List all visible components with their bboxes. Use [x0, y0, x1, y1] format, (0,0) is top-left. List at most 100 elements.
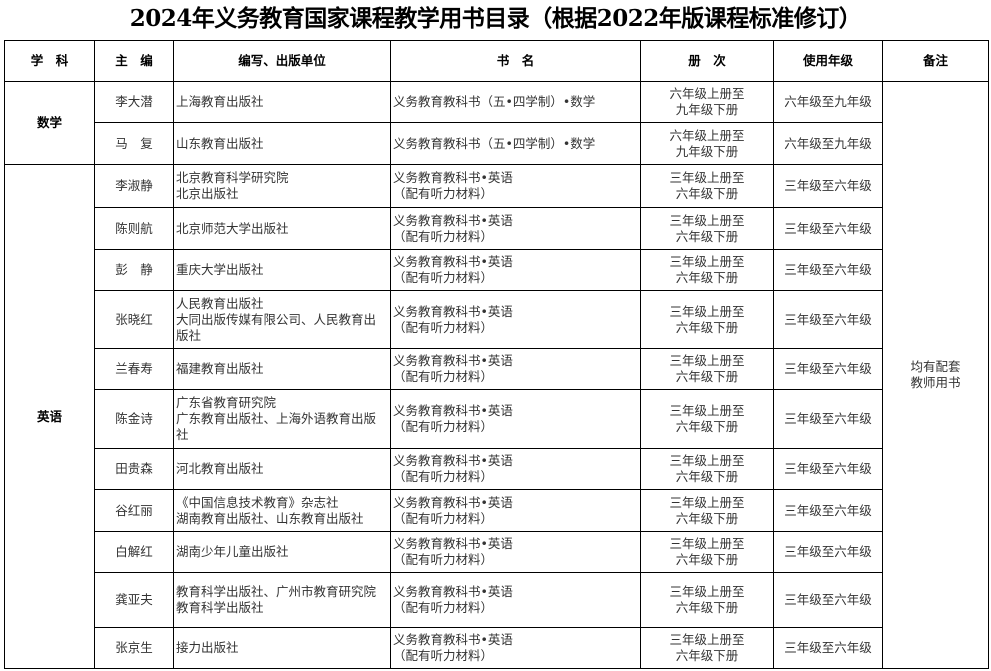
- book-cell-line: （配有听力材料）: [393, 600, 494, 615]
- grade-cell: 三年级至六年级: [773, 627, 883, 669]
- book-cell-line: 义务教育教科书•英语: [393, 494, 513, 510]
- table-row: 张晓红 人民教育出版社 大同出版传媒有限公司、人民教育出版社 义务教育教科书•英语 （配…: [5, 290, 989, 349]
- publisher-cell-line: 教育科学出版社: [176, 600, 264, 615]
- publisher-cell-line: 《中国信息技术教育》杂志社: [176, 494, 339, 510]
- grade-cell-line: 三年级至六年级: [784, 640, 872, 655]
- grade-cell: 三年级至六年级: [773, 164, 883, 208]
- book-cell-line: 义务教育教科书•英语: [393, 632, 513, 647]
- table-row: 陈则航 北京师范大学出版社 义务教育教科书•英语 （配有听力材料） 三年级上册至 六年级下…: [5, 207, 989, 250]
- publisher-cell: 接力出版社: [173, 627, 391, 669]
- volume-cell-line: 六年级下册: [675, 648, 739, 663]
- grade-cell: 三年级至六年级: [773, 290, 883, 349]
- publisher-cell: 教育科学出版社、广州市教育研究院 教育科学出版社: [173, 572, 391, 628]
- publisher-cell: 河北教育出版社: [173, 448, 391, 490]
- book-cell-line: 义务教育教科书•英语: [393, 254, 513, 269]
- book-cell-line: 义务教育教科书•英语: [393, 212, 513, 228]
- table-row: 田贵森 河北教育出版社 义务教育教科书•英语 （配有听力材料） 三年级上册至 六年级下册 三…: [5, 448, 989, 490]
- subject-cell: 数学: [4, 81, 95, 165]
- header-editor: 主 编: [94, 40, 174, 82]
- editor-cell-line: 马 复: [115, 135, 153, 151]
- book-cell-line: 义务教育教科书•英语: [393, 353, 513, 368]
- publisher-cell-line: 北京教育科学研究院: [176, 170, 289, 185]
- book-cell-line: 义务教育教科书•英语: [393, 453, 513, 468]
- editor-cell-line: 田贵森: [115, 461, 153, 476]
- publisher-cell: 北京教育科学研究院 北京出版社: [173, 164, 391, 208]
- grade-cell: 三年级至六年级: [773, 572, 883, 628]
- volume-cell: 三年级上册至 六年级下册: [640, 572, 774, 628]
- book-cell: 义务教育教科书•英语 （配有听力材料）: [390, 389, 641, 449]
- book-cell: 义务教育教科书•英语 （配有听力材料）: [390, 448, 641, 490]
- remark-cell-line: 均有配套: [910, 359, 961, 374]
- publisher-cell: 《中国信息技术教育》杂志社 湖南教育出版社、山东教育出版社: [173, 489, 391, 532]
- publisher-cell-line: 广东教育出版社、上海外语教育出版社: [176, 411, 377, 442]
- book-cell-line: 义务教育教科书•英语: [393, 536, 513, 551]
- table-row: 英语 李淑静 北京教育科学研究院 北京出版社 义务教育教科书•英语 （配有听力材料） 三年级…: [4, 164, 989, 669]
- table-row: 白解红 湖南少年儿童出版社 义务教育教科书•英语 （配有听力材料） 三年级上册至 六年级下…: [5, 531, 989, 573]
- grade-cell-line: 六年级至九年级: [784, 135, 872, 151]
- editor-cell: 陈则航: [94, 207, 174, 250]
- publisher-cell-line: 广东省教育研究院: [176, 395, 277, 410]
- book-cell-line: （配有听力材料）: [393, 419, 494, 434]
- volume-cell: 六年级上册至 九年级下册: [640, 122, 774, 165]
- editor-cell: 张晓红: [94, 290, 174, 349]
- editor-cell-line: 李淑静: [115, 178, 153, 193]
- editor-cell-line: 张京生: [115, 640, 153, 655]
- volume-cell-line: 六年级下册: [675, 419, 739, 434]
- textbook-table: 学 科主 编编写、出版单位书 名册 次使用年级 备注 数学 李大潜 上海教育出版社 义务…: [4, 40, 989, 669]
- book-cell: 义务教育教科书•英语 （配有听力材料）: [390, 249, 641, 291]
- volume-cell: 三年级上册至 六年级下册: [640, 627, 774, 669]
- editor-cell: 田贵森: [94, 448, 174, 490]
- publisher-cell-line: 教育科学出版社、广州市教育研究院: [176, 584, 377, 599]
- subject-cell-line: 英语: [36, 408, 62, 424]
- publisher-cell: 广东省教育研究院 广东教育出版社、上海外语教育出版社: [173, 389, 391, 449]
- book-cell: 义务教育教科书•英语 （配有听力材料）: [390, 207, 641, 250]
- volume-cell-line: 三年级上册至: [669, 403, 745, 418]
- volume-cell: 六年级上册至 九年级下册: [640, 81, 774, 123]
- editor-cell-line: 李大潜: [115, 94, 153, 109]
- book-cell-line: （配有听力材料）: [393, 469, 494, 484]
- editor-cell: 白解红: [94, 531, 174, 573]
- book-cell: 义务教育教科书•英语 （配有听力材料）: [390, 489, 641, 532]
- editor-cell: 彭 静: [94, 249, 174, 291]
- publisher-cell-line: 河北教育出版社: [176, 461, 264, 476]
- table-row: 张京生 接力出版社 义务教育教科书•英语 （配有听力材料） 三年级上册至 六年级下册 三年级…: [5, 627, 989, 669]
- grade-cell: 三年级至六年级: [773, 389, 883, 449]
- grade-cell-line: 三年级至六年级: [784, 411, 872, 426]
- grade-cell-line: 三年级至六年级: [784, 544, 872, 559]
- editor-cell: 陈金诗: [94, 389, 174, 449]
- volume-cell-line: 三年级上册至: [669, 212, 745, 228]
- editor-cell-line: 陈则航: [115, 220, 153, 236]
- volume-cell-line: 三年级上册至: [669, 170, 745, 185]
- book-cell: 义务教育教科书（五•四学制）•数学: [390, 122, 641, 165]
- volume-cell-line: 九年级下册: [675, 102, 739, 117]
- grade-cell-line: 六年级至九年级: [784, 94, 872, 109]
- header-publisher: 编写、出版单位: [173, 40, 391, 82]
- book-cell-line: （配有听力材料）: [393, 270, 494, 285]
- grade-cell-line: 三年级至六年级: [784, 461, 872, 476]
- editor-cell: 龚亚夫: [94, 572, 174, 628]
- grade-cell-line: 三年级至六年级: [784, 262, 872, 277]
- volume-cell-line: 三年级上册至: [669, 453, 745, 468]
- volume-cell-line: 三年级上册至: [669, 353, 745, 368]
- book-cell-line: （配有听力材料）: [393, 552, 494, 567]
- header-row: 学 科主 编编写、出版单位书 名册 次使用年级 备注: [4, 40, 989, 82]
- grade-cell-line: 三年级至六年级: [784, 361, 872, 376]
- publisher-cell-line: 接力出版社: [176, 640, 239, 655]
- grade-cell: 三年级至六年级: [773, 348, 883, 390]
- publisher-cell: 人民教育出版社 大同出版传媒有限公司、人民教育出版社: [173, 290, 391, 349]
- volume-cell: 三年级上册至 六年级下册: [640, 164, 774, 208]
- volume-cell-line: 六年级下册: [675, 228, 739, 244]
- book-cell: 义务教育教科书•英语 （配有听力材料）: [390, 627, 641, 669]
- volume-cell-line: 六年级下册: [675, 469, 739, 484]
- editor-cell-line: 白解红: [115, 544, 153, 559]
- book-cell-line: 义务教育教科书（五•四学制）•数学: [393, 135, 596, 151]
- header-book: 书 名: [390, 40, 641, 82]
- book-cell: 义务教育教科书•英语 （配有听力材料）: [390, 531, 641, 573]
- volume-cell-line: 六年级下册: [675, 369, 739, 384]
- publisher-cell: 湖南少年儿童出版社: [173, 531, 391, 573]
- header-grade: 使用年级: [773, 40, 883, 82]
- publisher-cell-line: 北京出版社: [176, 186, 239, 201]
- book-cell: 义务教育教科书•英语 （配有听力材料）: [390, 348, 641, 390]
- editor-cell: 谷红丽: [94, 489, 174, 532]
- volume-cell-line: 六年级下册: [675, 552, 739, 567]
